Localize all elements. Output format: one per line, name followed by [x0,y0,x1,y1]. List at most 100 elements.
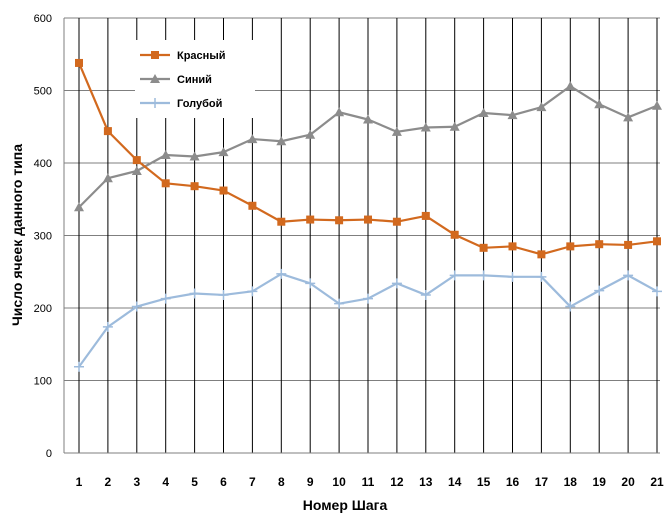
data-point-triangle [218,147,229,157]
x-axis-ticks: 1 2 3 4 5 6 7 8 9 10 11 12 13 14 15 16 17 18 19 20 21 [76,475,664,489]
data-point-square [392,217,401,226]
data-point-plus [652,286,662,297]
data-point-triangle [420,122,431,132]
data-point-square [132,156,141,165]
data-point-square [624,240,633,249]
x-tick-label: 9 [307,475,314,489]
data-point-square [450,230,459,239]
x-tick-label: 15 [477,475,491,489]
x-tick-label: 13 [419,475,433,489]
data-point-plus [420,289,431,300]
y-tick-label: 300 [34,231,52,243]
data-point-square [653,237,661,246]
y-tick-label: 0 [46,448,52,460]
y-axis-ticks: 0 100 200 300 400 500 600 [34,13,52,460]
data-point-plus [334,298,345,309]
data-point-square [190,182,199,191]
data-point-triangle [449,121,460,131]
x-tick-label: 14 [448,475,462,489]
data-point-plus [449,270,460,281]
data-point-plus [102,321,113,332]
data-point-triangle [507,110,518,120]
x-tick-label: 11 [362,475,375,489]
data-point-plus [507,271,518,282]
data-point-square [479,243,488,252]
data-point-plus [594,285,605,296]
data-point-plus [478,270,489,281]
data-point-triangle [478,107,489,117]
x-tick-label: 3 [133,475,140,489]
y-tick-label: 200 [34,303,52,315]
data-point-square [566,242,575,251]
x-tick-label: 12 [390,475,404,489]
data-point-square [103,127,112,136]
series-group [74,58,662,372]
data-point-square [277,217,286,226]
x-tick-label: 20 [621,475,635,489]
x-axis-title: Номер Шага [303,497,388,513]
x-tick-label: 21 [650,475,664,489]
x-tick-label: 5 [191,475,198,489]
x-tick-label: 2 [105,475,112,489]
data-point-plus [160,293,171,304]
data-point-triangle [160,150,171,160]
plot-frame [63,18,660,454]
x-tick-label: 10 [332,475,346,489]
y-axis-title: Число ячеек данного типа [9,144,25,326]
data-point-plus [247,286,258,297]
data-point-square [421,211,430,220]
data-point-square [161,179,170,188]
legend: Красный Синий Голубой [135,40,255,118]
y-tick-label: 500 [34,86,52,98]
data-point-triangle [276,136,287,146]
data-point-plus [131,301,142,312]
data-point-triangle [652,100,662,110]
data-point-plus [565,301,576,312]
data-point-square [219,186,228,195]
data-point-plus [74,361,84,372]
data-point-triangle [189,151,200,161]
x-tick-label: 4 [162,475,169,489]
x-tick-label: 18 [564,475,578,489]
data-point-plus [363,293,373,304]
x-tick-label: 1 [76,475,83,489]
data-point-square [595,240,604,249]
data-point-square [335,216,344,225]
x-tick-label: 16 [506,475,520,489]
data-point-triangle [565,81,576,91]
data-point-triangle [102,173,113,183]
data-point-triangle [594,99,605,109]
data-point-square [75,58,83,67]
series-plus [74,268,662,372]
data-point-square [508,242,517,251]
x-tick-label: 7 [249,475,256,489]
x-tick-label: 17 [535,475,549,489]
data-point-plus [391,278,402,289]
data-point-plus [218,289,229,300]
x-tick-label: 8 [278,475,285,489]
data-point-triangle [74,202,84,212]
legend-label: Синий [177,74,212,86]
data-point-plus [305,278,316,289]
series-triangle [74,81,662,212]
x-tick-label: 6 [220,475,227,489]
data-point-plus [536,271,547,282]
data-point-plus [276,268,287,279]
data-point-plus [189,288,200,299]
data-point-triangle [305,129,316,139]
data-point-square [364,215,372,224]
data-point-triangle [536,102,547,112]
data-point-triangle [363,114,373,124]
series-square [75,58,661,259]
data-point-triangle [247,134,258,144]
data-point-plus [150,98,160,108]
data-point-square [248,201,257,210]
data-point-plus [623,270,634,281]
data-point-triangle [150,74,160,83]
data-point-triangle [334,107,345,117]
y-tick-label: 600 [34,13,52,25]
legend-label: Красный [177,50,225,62]
x-tick-label: 19 [593,475,607,489]
data-point-triangle [131,165,142,175]
